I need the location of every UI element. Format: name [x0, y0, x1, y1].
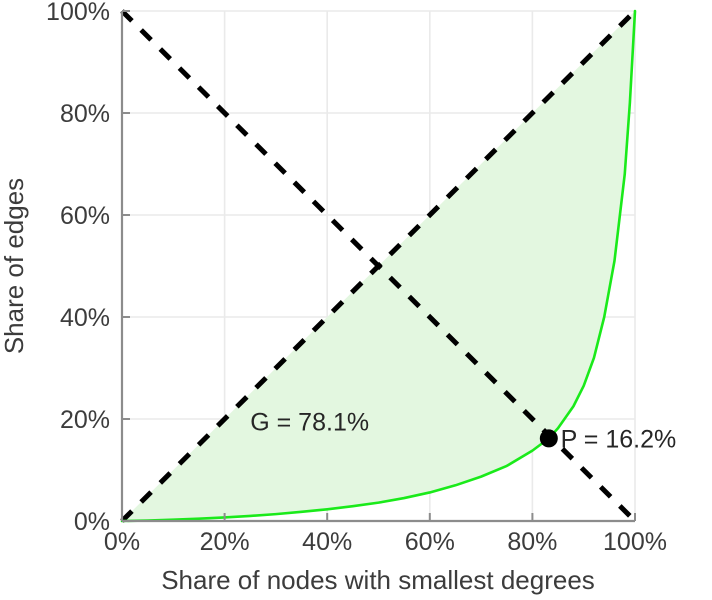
- y-axis-ticks: [122, 10, 130, 522]
- y-tick-label: 100%: [46, 0, 110, 26]
- x-tick-labels: 0% 20% 40% 60% 80% 100%: [104, 528, 667, 556]
- y-tick-label: 0%: [74, 508, 110, 536]
- x-tick-label: 20%: [200, 528, 250, 556]
- x-tick-label: 40%: [302, 528, 352, 556]
- lorenz-curve-line: [120, 9, 637, 523]
- x-axis-ticks: [121, 513, 636, 521]
- y-tick-labels: 0% 20% 40% 60% 80% 100%: [46, 0, 110, 536]
- p-point-label: P = 16.2%: [561, 425, 677, 453]
- x-tick-label: 100%: [603, 528, 667, 556]
- data-markers: [539, 429, 558, 448]
- gini-label: G = 78.1%: [250, 409, 369, 437]
- y-tick-label: 80%: [60, 100, 110, 128]
- y-tick-label: 20%: [60, 406, 110, 434]
- y-tick-label: 60%: [60, 202, 110, 230]
- x-tick-label: 80%: [507, 528, 557, 556]
- y-axis-title: Share of edges: [0, 178, 29, 354]
- x-tick-label: 0%: [104, 528, 140, 556]
- x-axis-title: Share of nodes with smallest degrees: [161, 565, 595, 595]
- chart-annotations: G = 78.1% P = 16.2%: [250, 409, 676, 454]
- x-tick-label: 60%: [405, 528, 455, 556]
- y-tick-label: 40%: [60, 304, 110, 332]
